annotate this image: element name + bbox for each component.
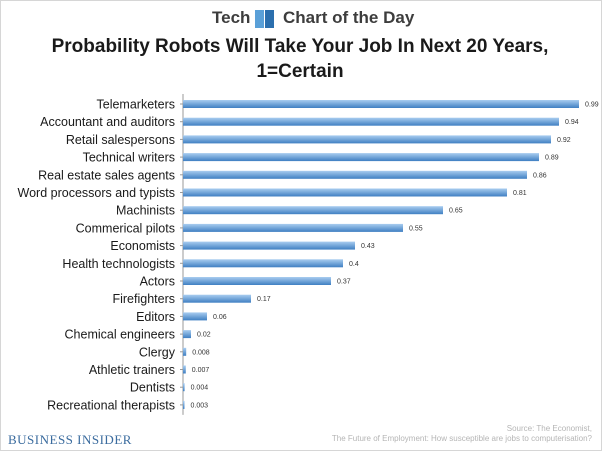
bar xyxy=(183,153,539,162)
source-note: Source: The Economist, The Future of Emp… xyxy=(332,424,592,444)
category-label: Health technologists xyxy=(62,257,175,271)
bar xyxy=(183,188,507,197)
category-label: Dentists xyxy=(130,381,175,395)
bar xyxy=(183,117,559,126)
category-label: Recreational therapists xyxy=(47,398,175,412)
data-label: 0.86 xyxy=(533,172,547,179)
header-tech-label: Tech xyxy=(212,8,251,27)
bar xyxy=(183,223,403,232)
category-label: Commerical pilots xyxy=(76,221,175,235)
bar xyxy=(183,259,343,268)
data-label: 0.94 xyxy=(565,119,579,126)
category-label: Firefighters xyxy=(112,292,175,306)
category-label: Machinists xyxy=(116,204,175,218)
category-label: Real estate sales agents xyxy=(38,168,175,182)
category-label: Accountant and auditors xyxy=(40,115,175,129)
data-label: 0.008 xyxy=(192,349,210,356)
source-line-1: Source: The Economist, xyxy=(506,424,592,433)
data-label: 0.81 xyxy=(513,190,527,197)
bar xyxy=(183,100,579,108)
data-label: 0.65 xyxy=(449,208,463,215)
data-label: 0.92 xyxy=(557,137,571,144)
bar xyxy=(183,135,551,144)
business-insider-logo: BUSINESS INSIDER xyxy=(8,432,132,447)
bar xyxy=(183,294,251,303)
data-label: 0.99 xyxy=(585,102,599,109)
category-label: Editors xyxy=(136,310,175,324)
data-label: 0.17 xyxy=(257,296,271,303)
category-label: Retail salespersons xyxy=(66,133,175,147)
source-line-2: The Future of Employment: How susceptibl… xyxy=(331,434,592,443)
bar xyxy=(183,241,355,250)
chart-title: Probability Robots Will Take Your Job In… xyxy=(51,36,549,82)
bar xyxy=(183,312,207,321)
header-chart-of-the-day-label: Chart of the Day xyxy=(283,8,415,27)
bar xyxy=(183,383,185,392)
category-label: Technical writers xyxy=(83,151,175,165)
data-label: 0.4 xyxy=(349,261,359,268)
bar xyxy=(183,206,443,215)
bar xyxy=(183,400,185,409)
category-label: Chemical engineers xyxy=(65,328,175,342)
bar xyxy=(183,170,527,179)
category-label: Word processors and typists xyxy=(18,186,175,200)
bar xyxy=(183,365,186,374)
category-label: Clergy xyxy=(139,345,176,359)
category-label: Actors xyxy=(140,275,175,289)
category-label: Telemarketers xyxy=(97,98,176,112)
data-label: 0.003 xyxy=(191,402,209,409)
category-label: Athletic trainers xyxy=(89,363,175,377)
data-label: 0.89 xyxy=(545,155,559,162)
data-label: 0.007 xyxy=(192,367,210,374)
bar xyxy=(183,277,331,285)
data-label: 0.02 xyxy=(197,332,211,339)
data-label: 0.004 xyxy=(191,385,209,392)
data-label: 0.55 xyxy=(409,225,423,232)
category-label: Economists xyxy=(110,239,175,253)
chart-of-the-day-header: Tech Chart of the Day xyxy=(0,6,602,30)
data-label: 0.37 xyxy=(337,279,351,286)
bar xyxy=(183,330,191,339)
tech-logo-icon xyxy=(255,10,275,28)
data-label: 0.06 xyxy=(213,314,227,321)
data-label: 0.43 xyxy=(361,243,375,250)
bar xyxy=(183,347,187,356)
